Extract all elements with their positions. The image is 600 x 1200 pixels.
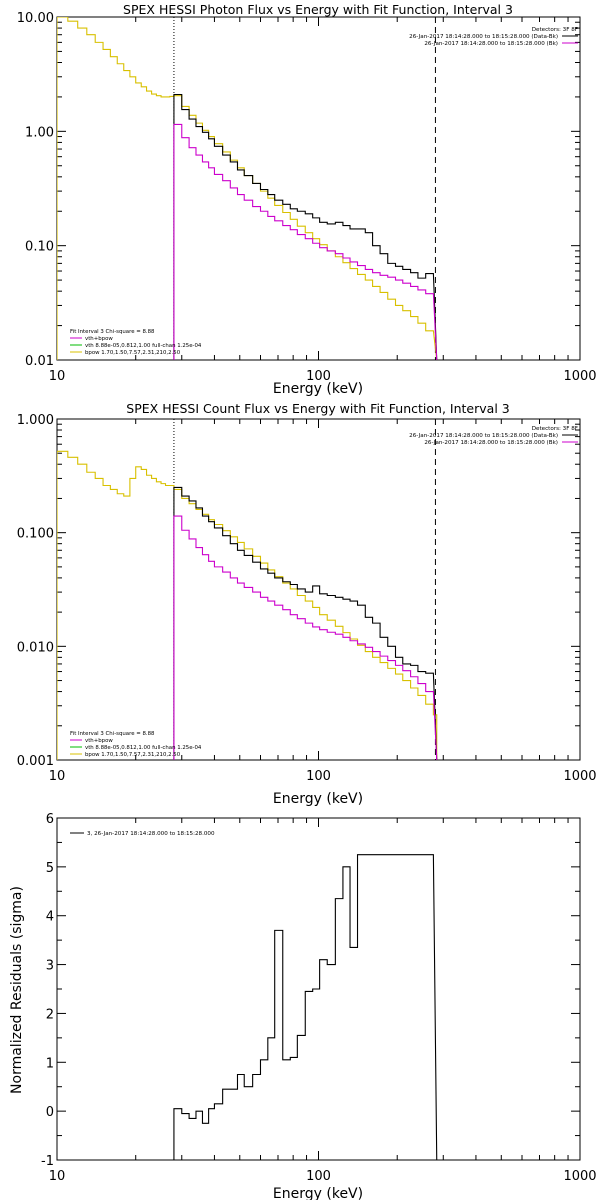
panel1-frame: [56, 16, 581, 361]
panel3-marks: 10 100 1000 -1 0 1 2 3 4 5 6: [41, 812, 597, 1184]
panel3-xlabel: Energy (keV): [273, 1186, 363, 1200]
x-tick-label: 10: [49, 1169, 66, 1184]
series-bk: [173, 515, 438, 760]
x-tick-label: 1000: [563, 369, 596, 384]
photon-flux-panel: SPEX HESSI Photon Flux vs Energy with Fi…: [17, 2, 597, 397]
panel1-fit-header: Fit Interval 3 Chi-square = 8.88: [70, 329, 155, 335]
x-tick-label: 1000: [563, 769, 596, 784]
y-tick-label: 1.00: [25, 125, 54, 140]
x-tick-label: 1000: [563, 1169, 596, 1184]
panel2-fit-header: Fit Interval 3 Chi-square = 8.88: [70, 731, 155, 737]
y-tick-label: 0.01: [25, 354, 54, 369]
panel1-legend-entry-bk: 26-Jan-2017 18:14:28.000 to 18:15:28.000…: [424, 41, 558, 47]
panel2-legend-header: Detectors: 3F 8F: [532, 426, 578, 432]
panel2-marks: 10 100 1000 0.001 0.010 0.100 1.000: [17, 413, 597, 784]
panel1-fit-vth: vth 8.88e-05,0.812,1.00 full-chan 1.25e-…: [85, 343, 202, 349]
series-bpow: [57, 17, 438, 360]
panel3-legend: 3, 26-Jan-2017 18:14:28.000 to 18:15:28.…: [70, 831, 215, 837]
x-tick-label: 100: [306, 369, 331, 384]
y-tick-label: 6: [46, 812, 54, 827]
residuals-panel: Energy (keV) Normalized Residuals (sigma…: [9, 812, 597, 1200]
panel2-title: SPEX HESSI Count Flux vs Energy with Fit…: [126, 401, 509, 416]
y-tick-label: 1: [46, 1056, 54, 1071]
panel2-legend-entry-bk: 26-Jan-2017 18:14:28.000 to 18:15:28.000…: [424, 440, 558, 446]
x-tick-label: 10: [49, 369, 66, 384]
x-tick-label: 100: [306, 1169, 331, 1184]
series-data-bk: [173, 486, 438, 760]
series-bk: [173, 123, 438, 360]
panel1-title: SPEX HESSI Photon Flux vs Energy with Fi…: [123, 2, 513, 17]
series-bpow: [57, 450, 438, 760]
panel1-fit-total: vth+bpow: [85, 336, 113, 342]
panel2-xlabel: Energy (keV): [273, 791, 363, 807]
panel1-legend-entry-data: 26-Jan-2017 18:14:28.000 to 18:15:28.000…: [409, 34, 558, 40]
panel2-fit-vth: vth 8.88e-05,0.812,1.00 full-chan 1.25e-…: [85, 745, 202, 751]
y-tick-label: 0: [46, 1105, 54, 1120]
y-tick-label: -1: [41, 1154, 54, 1169]
x-tick-label: 100: [306, 769, 331, 784]
y-tick-label: 0.10: [25, 240, 54, 255]
y-tick-label: 10.00: [17, 11, 54, 26]
y-tick-label: 4: [46, 910, 54, 925]
count-flux-panel: SPEX HESSI Count Flux vs Energy with Fit…: [17, 401, 597, 807]
panel1-marks: 10 100 1000 0.01 0.10 1.00 10.00: [17, 11, 597, 384]
series-3-26-jan-2017-18-14-28-000-to-18-15-28-000: [173, 854, 438, 1160]
y-tick-label: 3: [46, 959, 54, 974]
panel1-xlabel: Energy (keV): [273, 381, 363, 397]
y-tick-label: 0.100: [17, 527, 54, 542]
panel2-fit-total: vth+bpow: [85, 738, 113, 744]
panel3-ylabel: Normalized Residuals (sigma): [9, 886, 25, 1094]
y-tick-label: 1.000: [17, 413, 54, 428]
panel1-fit-bpow: bpow 1.70,1.50,7.57,2.31,210,2.50: [85, 350, 181, 356]
x-tick-label: 10: [49, 769, 66, 784]
y-tick-label: 0.010: [17, 640, 54, 655]
series-data-bk: [173, 93, 438, 360]
panel2-fit-bpow: bpow 1.70,1.50,7.57,2.31,210,2.50: [85, 752, 181, 758]
y-tick-label: 5: [46, 861, 54, 876]
y-tick-label: 2: [46, 1007, 54, 1022]
panel2-legend-entry-data: 26-Jan-2017 18:14:28.000 to 18:15:28.000…: [409, 433, 558, 439]
panel2-legend-bottom-left: Fit Interval 3 Chi-square = 8.88 vth+bpo…: [70, 731, 202, 758]
panel1-legend-top-right: Detectors: 3F 8F 26-Jan-2017 18:14:28.00…: [409, 27, 578, 47]
panel3-legend-entry: 3, 26-Jan-2017 18:14:28.000 to 18:15:28.…: [87, 831, 215, 837]
y-tick-label: 0.001: [17, 754, 54, 769]
panel1-legend-header: Detectors: 3F 8F: [532, 27, 578, 33]
panel1-legend-bottom-left: Fit Interval 3 Chi-square = 8.88 vth+bpo…: [70, 329, 202, 356]
panel2-legend-top-right: Detectors: 3F 8F 26-Jan-2017 18:14:28.00…: [409, 426, 578, 446]
